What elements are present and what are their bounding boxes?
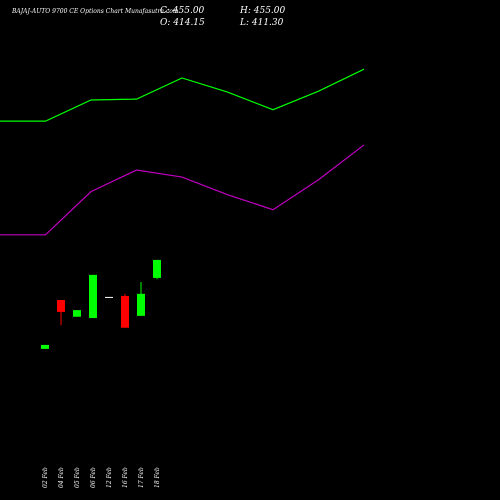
candle-body (153, 259, 161, 278)
x-tick-label: 06 Feb (90, 467, 97, 488)
candle-body (73, 310, 81, 317)
x-tick-label: 18 Feb (154, 467, 161, 488)
candle-body (41, 344, 49, 349)
x-tick-label: 05 Feb (74, 467, 81, 488)
indicator-line (0, 144, 365, 236)
indicator-line (0, 68, 365, 122)
x-tick-label: 16 Feb (122, 467, 129, 488)
x-tick-label: 12 Feb (106, 467, 113, 488)
candle-body (57, 300, 65, 312)
quote-high: H: 455.00 (239, 6, 286, 16)
quote-low: L: 411.30 (239, 18, 284, 28)
candle-body (121, 296, 129, 328)
quote-close: C: 455.00 (160, 6, 205, 16)
candle-body (89, 274, 97, 319)
chart-title: BAJAJ-AUTO 9700 CE Options Chart Munafas… (11, 8, 179, 15)
candle-body (105, 296, 113, 298)
candle-body (137, 293, 145, 316)
x-tick-label: 02 Feb (42, 467, 49, 488)
x-tick-label: 04 Feb (58, 467, 65, 488)
quote-open: O: 414.15 (160, 18, 205, 28)
x-tick-label: 17 Feb (138, 467, 145, 488)
